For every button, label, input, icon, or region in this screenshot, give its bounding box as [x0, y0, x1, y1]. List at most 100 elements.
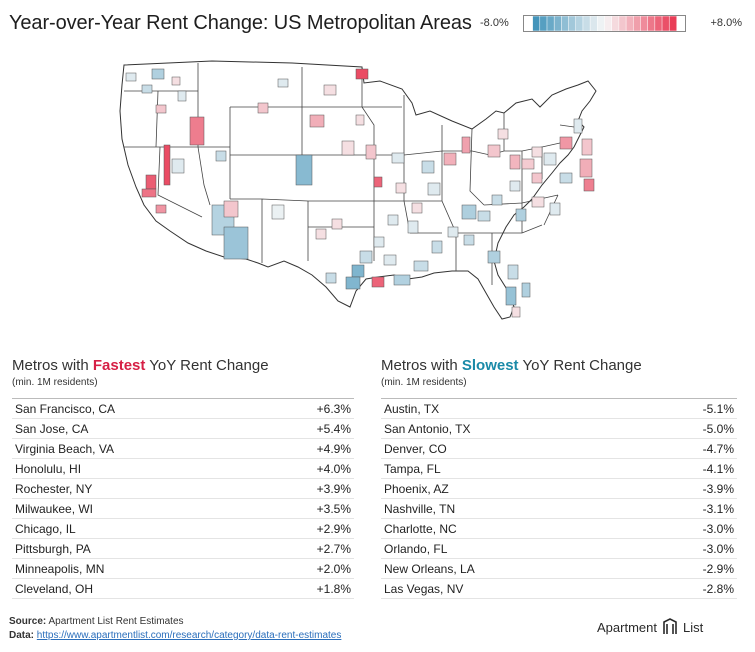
metro-area — [491, 194, 503, 206]
metro-area — [323, 84, 337, 96]
metro-area — [579, 158, 593, 178]
metro-area — [155, 204, 167, 214]
metro-area — [171, 158, 185, 174]
legend-swatch — [647, 16, 656, 31]
metro-area — [309, 114, 325, 128]
legend-swatch — [568, 16, 577, 31]
legend-swatch — [661, 16, 670, 31]
metro-area — [543, 152, 557, 166]
legend-swatch — [625, 16, 634, 31]
metro-area — [393, 274, 411, 286]
table-row: New Orleans, LA -2.9% — [381, 559, 737, 579]
metro-area — [341, 140, 355, 156]
metro-area — [141, 188, 157, 198]
metro-area — [355, 68, 369, 80]
metro-area — [521, 158, 535, 170]
table-row: Austin, TX -5.1% — [381, 399, 737, 419]
table-row: Virginia Beach, VA +4.9% — [12, 439, 354, 459]
metro-name: Cleveland, OH — [15, 582, 94, 596]
metro-area — [509, 180, 521, 192]
metro-area — [355, 114, 365, 126]
metro-area — [431, 240, 443, 254]
metro-area — [351, 264, 365, 278]
table-row: Chicago, IL +2.9% — [12, 519, 354, 539]
metro-area — [325, 272, 337, 284]
metro-area — [487, 250, 501, 264]
rent-change-value: +2.9% — [316, 522, 351, 536]
apartment-list-logo: Apartment List — [597, 618, 704, 635]
metro-area — [447, 226, 459, 238]
legend-min-label: -8.0% — [480, 17, 509, 29]
legend-swatch — [546, 16, 555, 31]
metro-area — [277, 78, 289, 88]
metro-area — [271, 204, 285, 220]
table-row: Denver, CO -4.7% — [381, 439, 737, 459]
fastest-subheading: (min. 1M residents) — [12, 377, 98, 388]
rent-change-value: -5.0% — [702, 422, 734, 436]
rent-change-value: -3.0% — [702, 522, 734, 536]
table-row: Las Vegas, NV -2.8% — [381, 579, 737, 599]
metro-area — [531, 196, 545, 208]
metro-name: Virginia Beach, VA — [15, 442, 114, 456]
fastest-heading: Metros with Fastest YoY Rent Change — [12, 357, 269, 374]
metro-area — [505, 286, 517, 306]
metro-area — [559, 136, 573, 150]
table-row: Rochester, NY +3.9% — [12, 479, 354, 499]
metro-area — [395, 182, 407, 194]
metro-name: Minneapolis, MN — [15, 562, 105, 576]
metro-name: Orlando, FL — [384, 542, 448, 556]
rent-change-value: +2.0% — [316, 562, 351, 576]
slowest-rows: Austin, TX -5.1% San Antonio, TX -5.0% Denve… — [381, 398, 737, 599]
metro-name: Tampa, FL — [384, 462, 441, 476]
table-row: Minneapolis, MN +2.0% — [12, 559, 354, 579]
slowest-highlight: Slowest — [461, 357, 519, 374]
metro-name: Milwaukee, WI — [15, 502, 94, 516]
metro-area — [373, 236, 385, 248]
rent-change-value: -3.1% — [702, 502, 734, 516]
metro-area — [387, 214, 399, 226]
metro-name: Las Vegas, NV — [384, 582, 464, 596]
legend-max-label: +8.0% — [710, 17, 743, 29]
metro-area — [507, 264, 519, 280]
metro-name: Pittsburgh, PA — [15, 542, 91, 556]
metro-area — [461, 136, 471, 154]
metro-area — [177, 90, 187, 102]
legend-swatch — [575, 16, 584, 31]
legend-swatch — [532, 16, 541, 31]
fastest-rows: San Francisco, CA +6.3% San Jose, CA +5.4% V… — [12, 398, 354, 599]
legend-swatch — [654, 16, 663, 31]
rent-change-value: +4.9% — [316, 442, 351, 456]
data-link[interactable]: https://www.apartmentlist.com/research/c… — [36, 630, 342, 641]
legend-swatch — [668, 16, 678, 31]
metro-area — [549, 202, 561, 216]
rent-change-value: -3.0% — [702, 542, 734, 556]
metro-area — [461, 204, 477, 220]
table-row: Milwaukee, WI +3.5% — [12, 499, 354, 519]
metro-area — [407, 220, 419, 234]
metro-area — [125, 72, 137, 82]
legend-swatch — [561, 16, 570, 31]
metro-name: Phoenix, AZ — [384, 482, 449, 496]
metro-area — [515, 208, 527, 222]
table-row: Honolulu, HI +4.0% — [12, 459, 354, 479]
table-row: San Antonio, TX -5.0% — [381, 419, 737, 439]
legend-swatch — [640, 16, 649, 31]
metro-area — [531, 172, 543, 184]
metro-name: San Antonio, TX — [384, 422, 471, 436]
metro-area — [463, 234, 475, 246]
metro-area — [521, 282, 531, 298]
metro-name: Charlotte, NC — [384, 522, 457, 536]
metro-area — [155, 104, 167, 114]
slowest-table: Metros with Slowest YoY Rent Change (min… — [381, 357, 737, 599]
metro-area — [331, 218, 343, 230]
legend-swatch — [582, 16, 591, 31]
metro-name: San Francisco, CA — [15, 402, 116, 416]
table-row: Pittsburgh, PA +2.7% — [12, 539, 354, 559]
metro-area — [171, 76, 181, 86]
rent-change-value: +3.5% — [316, 502, 351, 516]
metro-area — [163, 144, 171, 186]
color-legend: -8.0% +8.0% — [480, 14, 742, 34]
us-metro-map — [119, 60, 597, 320]
metro-area — [373, 176, 383, 188]
table-row: Tampa, FL -4.1% — [381, 459, 737, 479]
